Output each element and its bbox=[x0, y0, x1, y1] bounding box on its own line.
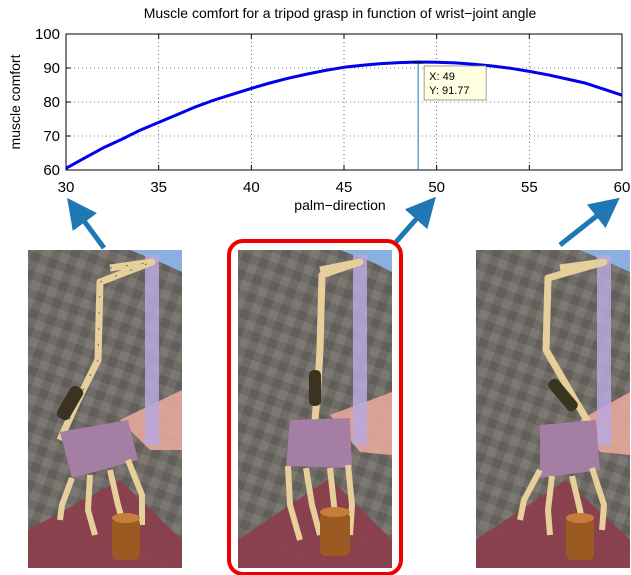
datatip-box bbox=[423, 65, 487, 101]
render-panel-right bbox=[476, 250, 630, 568]
y-tick-label: 70 bbox=[43, 128, 60, 145]
arrow-center bbox=[394, 196, 436, 244]
y-axis-label: muscle comfort bbox=[7, 54, 23, 149]
arrows bbox=[67, 196, 620, 250]
y-tick-label: 60 bbox=[43, 162, 60, 179]
datatip-x-label: X: 49 bbox=[429, 71, 455, 83]
y-tick-label: 100 bbox=[35, 26, 60, 43]
grid bbox=[66, 34, 622, 170]
muscle-comfort-line bbox=[65, 60, 623, 170]
x-axis-label: palm−direction bbox=[294, 197, 385, 213]
x-tick-label: 30 bbox=[58, 179, 75, 196]
x-tick-label: 60 bbox=[614, 179, 631, 196]
axis-ticks: 30 35 40 45 50 55 60 60 70 80 90 100 bbox=[35, 26, 630, 196]
y-tick-label: 80 bbox=[43, 94, 60, 111]
x-tick-label: 50 bbox=[428, 179, 445, 196]
comfort-chart: Muscle comfort for a tripod grasp in fun… bbox=[7, 5, 630, 213]
render-panel-center bbox=[227, 239, 403, 575]
arrow-right bbox=[558, 197, 620, 247]
x-tick-label: 40 bbox=[243, 179, 260, 196]
x-tick-label: 55 bbox=[521, 179, 538, 196]
render-panel-left bbox=[28, 250, 182, 568]
arrow-left bbox=[67, 197, 107, 250]
chart-title: Muscle comfort for a tripod grasp in fun… bbox=[144, 5, 537, 21]
datatip[interactable]: X: 49 Y: 91.77 bbox=[413, 61, 487, 170]
x-tick-label: 35 bbox=[150, 179, 167, 196]
datatip-y-label: Y: 91.77 bbox=[429, 85, 469, 97]
selected-panel-highlight bbox=[227, 239, 403, 575]
x-tick-label: 45 bbox=[336, 179, 353, 196]
y-tick-label: 90 bbox=[43, 60, 60, 77]
